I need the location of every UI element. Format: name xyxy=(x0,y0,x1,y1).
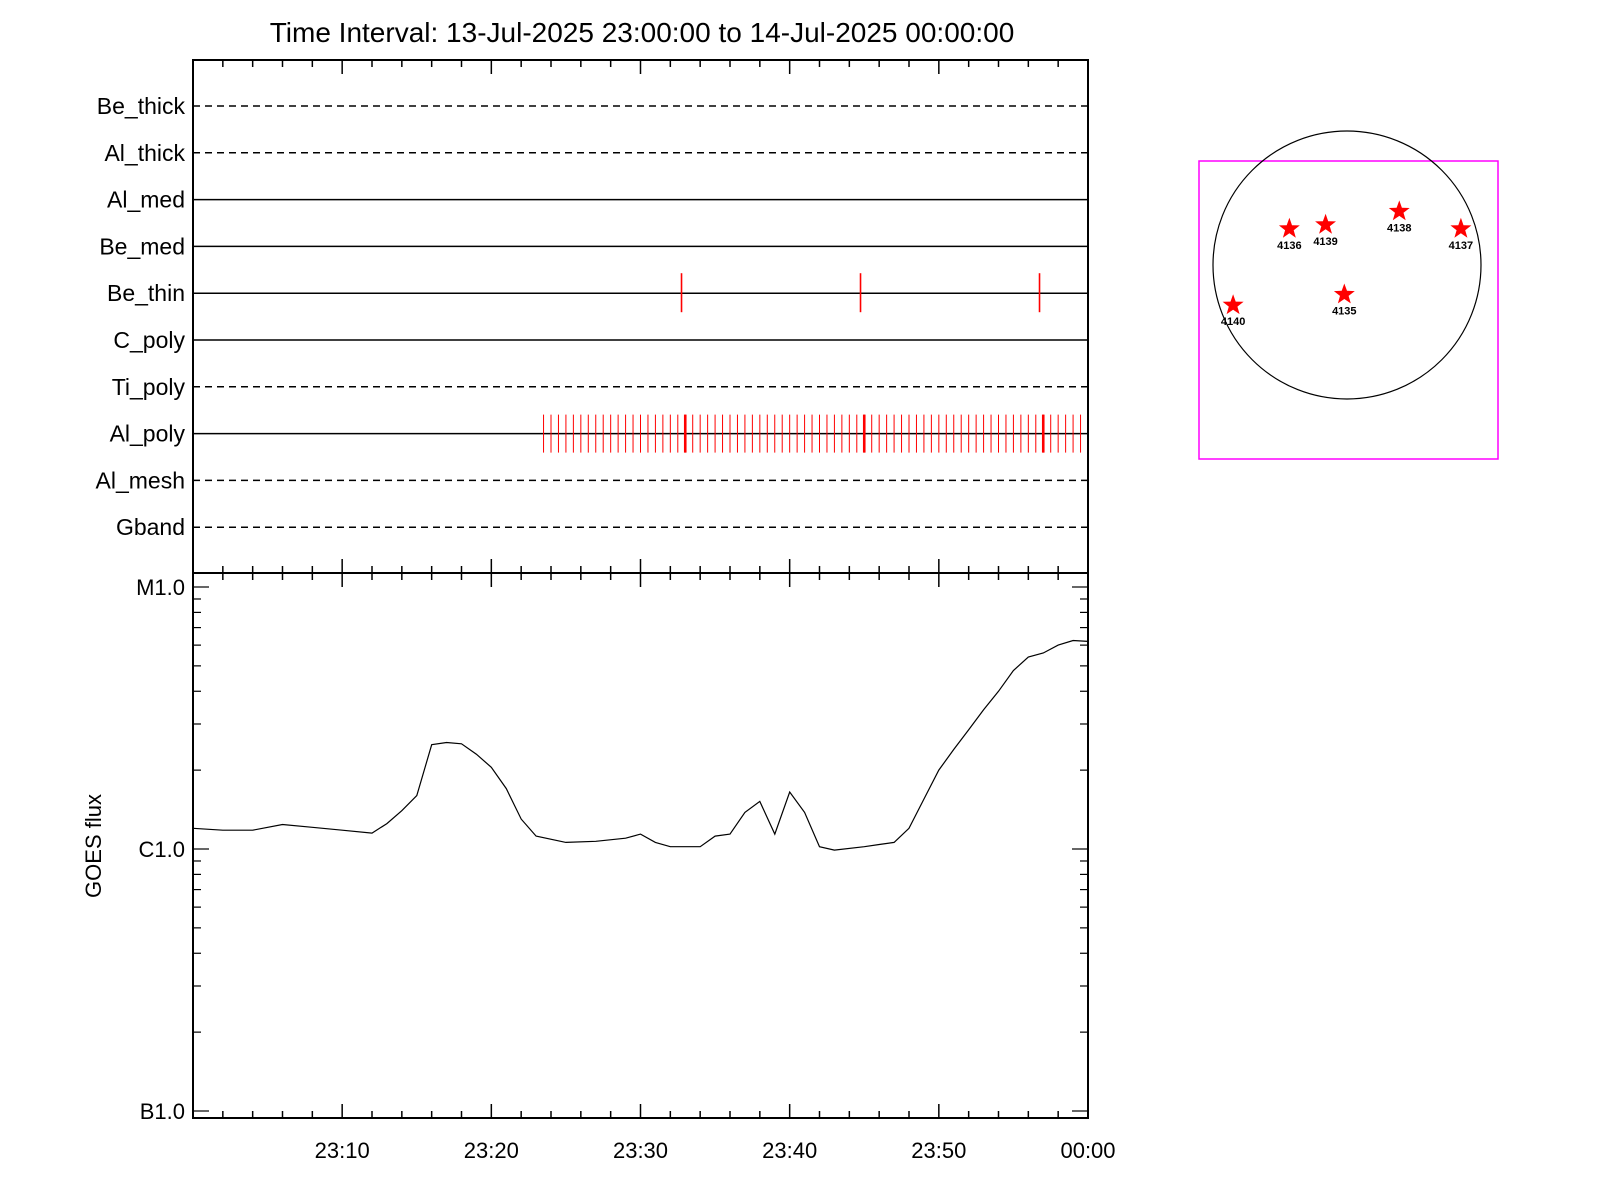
timeline-frame xyxy=(192,59,1089,574)
channel-label: Gband xyxy=(116,514,185,540)
active-region-label: 4137 xyxy=(1449,240,1473,252)
goes-x-tick-label: 23:50 xyxy=(911,1138,966,1163)
goes-y-tick-label: B1.0 xyxy=(140,1099,185,1124)
goes-ticks xyxy=(192,573,1089,1118)
goes-y-tick-label: M1.0 xyxy=(136,575,185,600)
active-region-label: 4136 xyxy=(1277,240,1301,252)
star-marker xyxy=(1450,217,1472,238)
channel-label: Ti_poly xyxy=(112,374,186,400)
star-marker xyxy=(1333,283,1355,304)
star-marker xyxy=(1222,294,1244,315)
active-region-4137: 4137 xyxy=(1449,217,1473,252)
channel-al-med: Al_med xyxy=(107,187,1088,213)
active-regions: 4136 4139 4138 4137 4140 4135 xyxy=(1221,200,1473,328)
channel-c-poly: C_poly xyxy=(113,327,1088,353)
timeline-panel: Time Interval: 13-Jul-2025 23:00:00 to 1… xyxy=(96,17,1089,574)
goes-x-tick-labels: 23:10 23:20 23:30 23:40 23:50 00:00 xyxy=(315,1138,1116,1163)
channel-ti-poly: Ti_poly xyxy=(112,374,1088,400)
goes-panel: M1.0 C1.0 B1.0 23:10 23:20 23:30 23:40 23:50 00… xyxy=(81,572,1116,1163)
active-region-label: 4135 xyxy=(1332,305,1356,317)
goes-x-tick-label: 23:30 xyxy=(613,1138,668,1163)
timeline-ticks xyxy=(192,60,1089,573)
channel-al-mesh: Al_mesh xyxy=(96,467,1088,493)
star-marker xyxy=(1315,213,1336,234)
channel-label: Be_med xyxy=(99,233,185,259)
active-region-label: 4140 xyxy=(1221,316,1245,328)
channel-be-med: Be_med xyxy=(99,233,1088,259)
active-region-label: 4138 xyxy=(1387,222,1411,234)
solar-limb xyxy=(1212,130,1482,400)
channel-label: Be_thin xyxy=(107,280,185,306)
goes-frame xyxy=(192,572,1089,1119)
star-marker xyxy=(1388,200,1410,221)
channel-label: Be_thick xyxy=(97,93,186,119)
goes-y-axis-label: GOES flux xyxy=(81,794,106,898)
channel-gband: Gband xyxy=(116,514,1088,540)
active-region-label: 4139 xyxy=(1313,236,1337,248)
channel-label: Al_thick xyxy=(104,140,185,166)
star-marker xyxy=(1278,217,1300,238)
active-region-4140: 4140 xyxy=(1221,294,1245,328)
active-region-4135: 4135 xyxy=(1332,283,1357,317)
channel-be-thick: Be_thick xyxy=(97,93,1088,119)
goes-y-tick-label: C1.0 xyxy=(139,837,185,862)
goes-x-tick-label: 23:20 xyxy=(464,1138,519,1163)
timeline-channels: Be_thick Al_thick Al_med Be_med Be_thin C_pol… xyxy=(96,93,1088,540)
goes-flux-line xyxy=(192,639,1089,851)
channel-al-thick: Al_thick xyxy=(104,140,1088,166)
sun-map-panel: 4136 4139 4138 4137 4140 4135 xyxy=(1198,130,1499,460)
goes-y-tick-labels: M1.0 C1.0 B1.0 xyxy=(136,575,185,1124)
goes-x-tick-label: 00:00 xyxy=(1060,1138,1115,1163)
active-region-4139: 4139 xyxy=(1313,213,1338,248)
goes-x-tick-label: 23:10 xyxy=(315,1138,370,1163)
channel-label: Al_mesh xyxy=(96,467,185,493)
goes-x-tick-label: 23:40 xyxy=(762,1138,817,1163)
channel-be-thin: Be_thin xyxy=(107,273,1088,313)
active-region-4138: 4138 xyxy=(1387,200,1412,234)
channel-label: Al_med xyxy=(107,187,185,213)
sun-map-frame xyxy=(1198,160,1499,460)
channel-al-poly: Al_poly xyxy=(110,414,1088,453)
channel-label: Al_poly xyxy=(110,421,186,447)
channel-label: C_poly xyxy=(113,327,185,353)
chart-title: Time Interval: 13-Jul-2025 23:00:00 to 1… xyxy=(270,17,1015,48)
active-region-4136: 4136 xyxy=(1277,217,1302,252)
